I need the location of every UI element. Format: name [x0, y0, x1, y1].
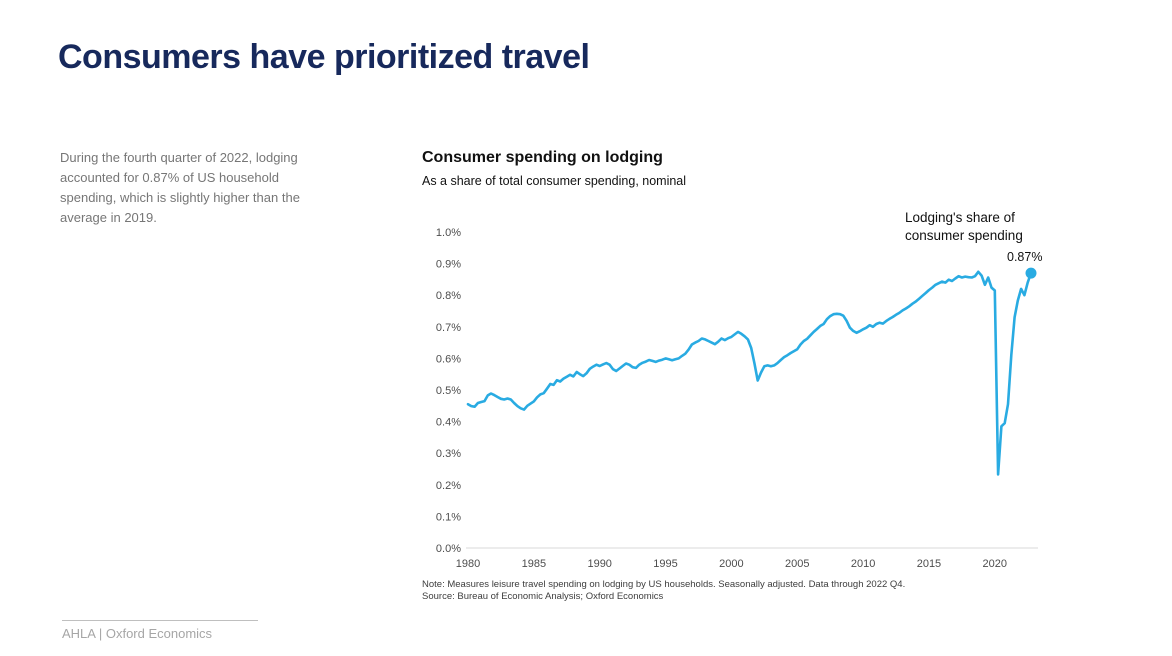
lodging-share-line-chart: 0.0% 0.1% 0.2% 0.3% 0.4% 0.5% 0.6% 0.7% 0.8% 0.9%… — [436, 210, 1043, 570]
commentary-text: During the fourth quarter of 2022, lodgi… — [60, 150, 300, 225]
y-axis-tick-label: 0.8% — [436, 290, 461, 302]
x-axis-tick-label: 2020 — [983, 558, 1007, 570]
y-axis-tick-label: 0.7% — [436, 322, 461, 334]
chart-subtitle: As a share of total consumer spending, n… — [422, 174, 687, 188]
y-axis-tick-label: 0.1% — [436, 511, 461, 523]
page-title: Consumers have prioritized travel — [58, 38, 590, 76]
footer-divider — [62, 620, 258, 621]
chart-source: Source: Bureau of Economic Analysis; Oxf… — [422, 591, 664, 602]
x-axis-tick-label: 2000 — [719, 558, 743, 570]
x-axis-tick-label: 1990 — [587, 558, 611, 570]
latest-point-marker — [1025, 267, 1037, 279]
y-axis-tick-label: 0.9% — [436, 259, 461, 271]
y-axis-tick-label: 0.4% — [436, 417, 461, 429]
chart-title: Consumer spending on lodging — [422, 149, 663, 166]
y-axis-tick-label: 0.2% — [436, 480, 461, 492]
x-axis-tick-label: 2015 — [917, 558, 941, 570]
series-annotation-line1: Lodging's share of — [905, 210, 1015, 225]
x-axis-tick-label: 1980 — [456, 558, 480, 570]
y-axis-tick-label: 0.3% — [436, 448, 461, 460]
x-axis-tick-label: 2010 — [851, 558, 875, 570]
latest-value-label: 0.87% — [1007, 250, 1042, 264]
chart-note: Note: Measures leisure travel spending o… — [422, 579, 906, 590]
y-axis-tick-label: 1.0% — [436, 227, 461, 239]
y-axis-tick-labels: 0.0% 0.1% 0.2% 0.3% 0.4% 0.5% 0.6% 0.7% 0.8% 0.9%… — [436, 227, 461, 555]
x-axis-tick-labels: 1980 1985 1990 1995 2000 2005 2010 2015 2020 — [456, 558, 1007, 570]
y-axis-tick-label: 0.5% — [436, 385, 461, 397]
footer-brand-text: AHLA | Oxford Economics — [62, 626, 213, 641]
x-axis-tick-label: 1985 — [522, 558, 546, 570]
x-axis-tick-label: 2005 — [785, 558, 809, 570]
y-axis-tick-label: 0.0% — [436, 543, 461, 555]
y-axis-tick-label: 0.6% — [436, 353, 461, 365]
x-axis-tick-label: 1995 — [653, 558, 677, 570]
lodging-share-series-line — [466, 270, 1033, 476]
series-annotation-line2: consumer spending — [905, 228, 1023, 243]
